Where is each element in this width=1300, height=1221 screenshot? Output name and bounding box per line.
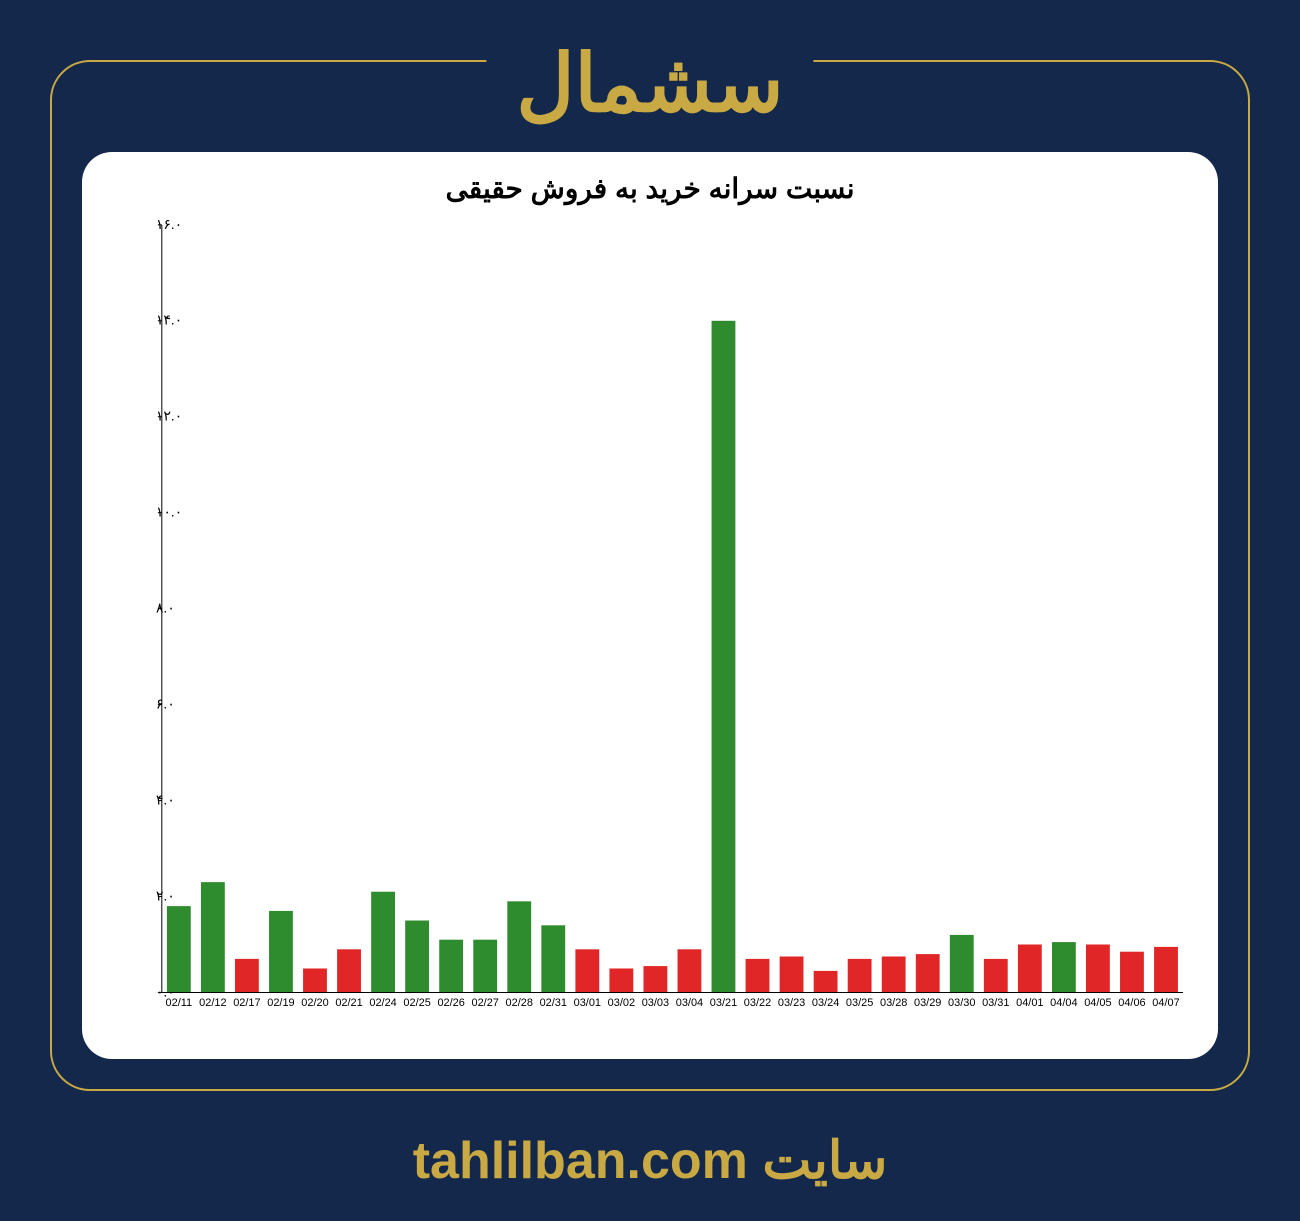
- y-tick-label: ۱۰.۰: [156, 504, 182, 520]
- y-tick-label: ۸.۰: [156, 600, 175, 616]
- footer-url: tahlilban.com: [413, 1132, 748, 1190]
- bar: [507, 901, 531, 992]
- footer-prefix: سایت: [762, 1132, 887, 1190]
- x-tick-label: 02/17: [233, 997, 260, 1009]
- bar: [814, 971, 838, 993]
- x-tick-label: 04/07: [1152, 997, 1179, 1009]
- x-tick-label: 04/05: [1084, 997, 1111, 1009]
- x-tick-label: 03/03: [642, 997, 669, 1009]
- footer: سایت tahlilban.com: [0, 1131, 1300, 1191]
- x-tick-label: 02/28: [506, 997, 533, 1009]
- bar: [916, 954, 940, 992]
- bar: [167, 906, 191, 992]
- x-tick-label: 03/02: [608, 997, 635, 1009]
- x-tick-label: 04/01: [1016, 997, 1043, 1009]
- y-tick-label: ۶.۰: [156, 696, 175, 712]
- bar: [1154, 947, 1178, 993]
- x-tick-label: 03/24: [812, 997, 839, 1009]
- bar: [643, 966, 667, 992]
- bar: [712, 321, 736, 993]
- bar: [950, 935, 974, 993]
- x-tick-label: 02/24: [369, 997, 396, 1009]
- bar: [541, 925, 565, 992]
- x-tick-label: 02/25: [403, 997, 430, 1009]
- bar: [439, 940, 463, 993]
- x-tick-label: 04/06: [1118, 997, 1145, 1009]
- x-tick-label: 02/31: [540, 997, 567, 1009]
- bar: [371, 892, 395, 993]
- chart-title: نسبت سرانه خرید به فروش حقیقی: [112, 172, 1188, 205]
- bar: [882, 956, 906, 992]
- bar: [1018, 944, 1042, 992]
- bar: [1086, 944, 1110, 992]
- x-tick-label: 03/31: [982, 997, 1009, 1009]
- y-tick-label: ۱۶.۰: [156, 216, 182, 232]
- x-tick-label: 02/21: [335, 997, 362, 1009]
- bar: [678, 949, 702, 992]
- x-tick-label: 02/11: [166, 997, 193, 1009]
- bar: [337, 949, 361, 992]
- y-tick-label: ۲.۰: [156, 888, 175, 904]
- page-title: سشمال: [486, 44, 813, 124]
- bar: [984, 959, 1008, 993]
- x-tick-label: 04/04: [1050, 997, 1077, 1009]
- x-tick-label: 02/20: [301, 997, 328, 1009]
- bar: [1120, 952, 1144, 993]
- x-tick-label: 02/26: [437, 997, 464, 1009]
- x-tick-label: 03/22: [744, 997, 771, 1009]
- bar: [609, 968, 633, 992]
- footer-text: سایت tahlilban.com: [383, 1131, 918, 1191]
- bar: [575, 949, 599, 992]
- x-tick-label: 03/29: [914, 997, 941, 1009]
- bar: [780, 956, 804, 992]
- bar: [303, 968, 327, 992]
- bar: [201, 882, 225, 992]
- chart-frame: سشمال نسبت سرانه خرید به فروش حقیقی ۰.۰۲…: [50, 60, 1250, 1091]
- x-tick-label: 03/04: [676, 997, 703, 1009]
- x-tick-label: 03/25: [846, 997, 873, 1009]
- x-tick-label: 03/21: [710, 997, 737, 1009]
- bar: [405, 921, 429, 993]
- x-tick-label: 03/28: [880, 997, 907, 1009]
- x-tick-label: 02/12: [199, 997, 226, 1009]
- bar: [848, 959, 872, 993]
- chart-card: نسبت سرانه خرید به فروش حقیقی ۰.۰۲.۰۴.۰۶…: [82, 152, 1218, 1059]
- x-tick-label: 03/30: [948, 997, 975, 1009]
- x-tick-label: 02/19: [267, 997, 294, 1009]
- bar-chart: ۰.۰۲.۰۴.۰۶.۰۸.۰۱۰.۰۱۲.۰۱۴.۰۱۶.۰02/1102/1…: [112, 215, 1188, 1022]
- bar: [1052, 942, 1076, 992]
- x-tick-label: 03/23: [778, 997, 805, 1009]
- bar: [746, 959, 770, 993]
- bar: [269, 911, 293, 993]
- y-tick-label: ۴.۰: [156, 792, 175, 808]
- x-tick-label: 03/01: [574, 997, 601, 1009]
- y-tick-label: ۱۲.۰: [156, 408, 182, 424]
- bar: [235, 959, 259, 993]
- x-tick-label: 02/27: [472, 997, 499, 1009]
- y-tick-label: ۱۴.۰: [156, 312, 182, 328]
- bar: [473, 940, 497, 993]
